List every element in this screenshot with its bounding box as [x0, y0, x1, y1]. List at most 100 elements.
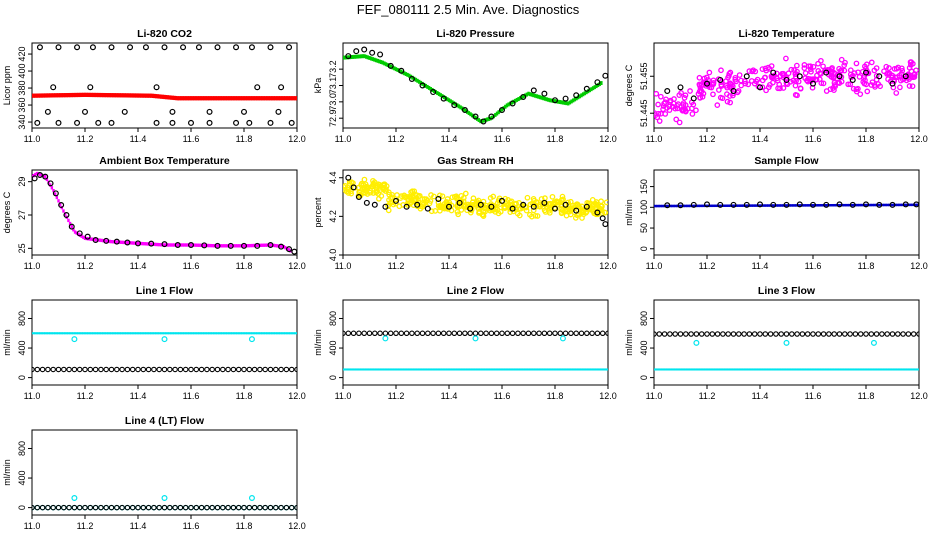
cloud-point — [656, 118, 663, 124]
band-mark — [672, 368, 676, 371]
cloud-point — [536, 201, 543, 208]
chart-title: Sample Flow — [754, 155, 819, 167]
band-mark — [351, 368, 355, 371]
band-mark — [389, 64, 393, 69]
plot-frame — [31, 169, 298, 256]
band-mark — [159, 332, 163, 335]
series-point — [831, 331, 837, 337]
y-tick-label: 4.4 — [328, 171, 338, 184]
band-mark — [562, 100, 565, 105]
y-tick-label: 0 — [17, 375, 27, 380]
series-point — [52, 190, 59, 197]
cloud-point — [762, 65, 769, 72]
series-point — [214, 44, 221, 51]
band-mark — [833, 203, 836, 207]
band-mark — [163, 243, 166, 247]
band-mark — [194, 332, 198, 335]
band-mark — [685, 368, 689, 371]
series-point — [741, 331, 747, 337]
band-mark — [42, 332, 45, 335]
cloud-point — [868, 59, 875, 66]
band-mark — [464, 108, 467, 113]
cloud-point — [424, 197, 431, 204]
band-mark — [600, 81, 603, 86]
band-mark — [831, 203, 835, 207]
band-mark — [168, 332, 171, 335]
band-mark — [249, 332, 252, 335]
cloud-point — [662, 111, 669, 117]
series-point — [68, 223, 75, 230]
band-mark — [803, 368, 806, 371]
band-mark — [725, 368, 729, 371]
series-point — [161, 44, 168, 51]
band-mark — [364, 368, 368, 371]
cloud-point — [748, 78, 755, 84]
cloud-point — [738, 77, 744, 84]
band-mark — [904, 203, 907, 207]
series-point — [546, 330, 553, 337]
series-point — [451, 330, 458, 337]
series-point — [863, 331, 869, 337]
y-tick-label: 800 — [639, 311, 649, 326]
band-mark — [106, 93, 110, 98]
band-mark — [740, 368, 743, 371]
plot-marks — [32, 171, 297, 255]
series-point — [345, 330, 352, 337]
band-mark — [150, 242, 153, 246]
band-mark — [118, 93, 121, 98]
band-mark — [183, 332, 186, 335]
band-mark — [73, 332, 77, 335]
band-mark — [198, 96, 201, 101]
band-mark — [843, 368, 846, 371]
band-mark — [75, 332, 78, 335]
band-mark — [143, 242, 146, 246]
series-point — [50, 504, 56, 511]
band-mark — [184, 243, 188, 247]
x-tick-label: 12.0 — [599, 261, 617, 271]
y-tick-label: 400 — [17, 64, 27, 79]
series-point — [820, 331, 827, 337]
band-mark — [217, 96, 221, 101]
series-point — [541, 199, 548, 206]
band-mark — [856, 368, 859, 371]
band-mark — [138, 93, 141, 98]
cloud-point — [738, 82, 745, 89]
series-point — [467, 205, 474, 212]
cloud-point — [883, 63, 890, 70]
series-point — [353, 48, 360, 55]
band-mark — [858, 203, 861, 207]
band-mark — [906, 203, 909, 207]
band-mark — [803, 204, 806, 207]
band-mark — [67, 218, 70, 223]
band-mark — [264, 332, 267, 335]
band-mark — [869, 368, 873, 371]
band-mark — [844, 203, 848, 207]
band-mark — [485, 368, 489, 371]
band-mark — [133, 93, 136, 98]
band-mark — [557, 99, 560, 104]
band-mark — [110, 240, 113, 244]
cloud-point — [358, 180, 365, 187]
band-mark — [265, 332, 269, 335]
series-point — [98, 504, 104, 511]
band-mark — [259, 96, 262, 101]
band-mark — [442, 95, 446, 100]
band-mark — [883, 203, 886, 207]
series-point — [382, 330, 389, 337]
band-mark — [770, 368, 773, 371]
band-mark — [222, 332, 226, 335]
series-point — [92, 504, 99, 511]
cloud-point — [816, 76, 823, 83]
cloud-point — [745, 81, 752, 88]
cloud-point — [841, 67, 848, 74]
cloud-point — [598, 203, 604, 210]
cloud-point — [443, 198, 450, 205]
band-mark — [176, 243, 179, 247]
band-mark — [666, 368, 669, 371]
band-mark — [120, 93, 123, 98]
band-mark — [590, 368, 593, 371]
band-mark — [209, 96, 213, 101]
band-mark — [174, 243, 178, 247]
series-point — [536, 330, 542, 337]
series-point — [725, 331, 731, 337]
